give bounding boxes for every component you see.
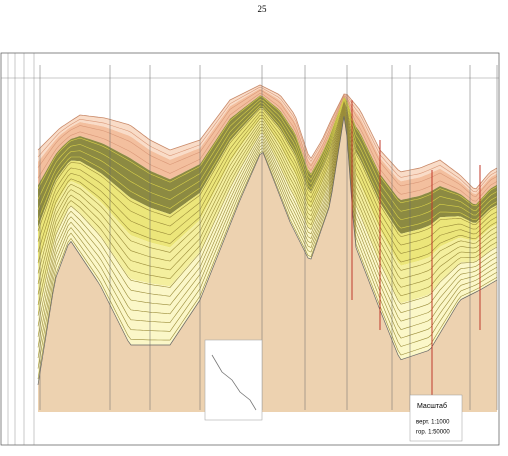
section-base [37, 116, 498, 386]
basement [38, 116, 497, 413]
layer-boundary [37, 108, 498, 306]
layer-boundary [37, 89, 498, 197]
layer-boundary [37, 103, 498, 263]
rock-layer [38, 101, 497, 268]
layer-boundary [37, 105, 498, 274]
layer-boundary [37, 109, 498, 316]
inset-frame [204, 339, 263, 421]
rock-layer [38, 109, 497, 385]
rock-layer [38, 95, 497, 234]
layer-boundary [37, 107, 498, 295]
legend-column [1, 53, 499, 445]
layer-boundary [37, 106, 498, 284]
rock-layer [38, 105, 497, 315]
cross-section [37, 65, 498, 413]
layer-boundary [37, 96, 498, 207]
layer-boundary [37, 98, 498, 221]
scale-box: Масштаб верт. 1:1000 гор. 1:50000 [409, 394, 463, 442]
layer-boundary [37, 92, 498, 202]
layer-boundary [37, 114, 498, 369]
scale-vertical: верт. 1:1000 [416, 420, 450, 426]
layer-boundary [37, 110, 498, 327]
scale-frame [409, 394, 463, 442]
scale-title: Масштаб [417, 402, 447, 410]
layer-boundary [37, 100, 498, 237]
layer-boundary [37, 99, 498, 229]
layer-boundary [37, 112, 498, 348]
rock-layer [38, 88, 497, 205]
page-number: 25 [258, 4, 268, 14]
layer-boundary [37, 86, 498, 193]
layer-boundary [37, 102, 498, 254]
inset-route [211, 354, 257, 411]
inset-map [204, 339, 263, 421]
layer-boundary [37, 113, 498, 359]
layer-boundary [37, 115, 498, 380]
layer-boundary [37, 98, 498, 212]
scale-horizontal: гор. 1:50000 [416, 430, 450, 436]
layer-boundary [37, 101, 498, 246]
layer-boundary [37, 111, 498, 337]
section-top [37, 84, 498, 190]
